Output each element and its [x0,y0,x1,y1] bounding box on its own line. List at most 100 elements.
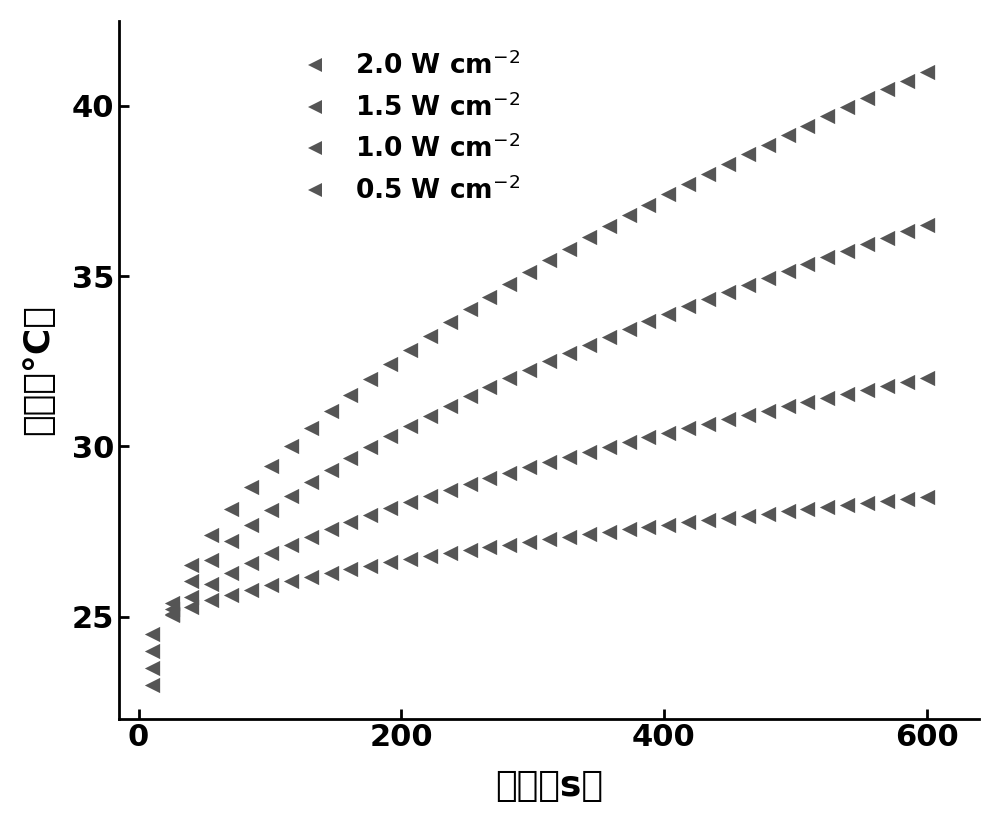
Point [839,101,855,114]
Point [680,177,696,190]
Point [501,538,517,551]
Point [283,574,299,588]
Point [203,578,219,591]
Point [859,237,875,250]
Point [303,570,319,583]
Point [144,627,160,640]
Point [680,299,696,312]
Point [601,440,617,453]
Point [402,553,418,566]
Point [799,503,815,516]
Point [581,445,597,458]
Point [362,559,378,572]
Point [819,110,835,123]
Point [541,354,557,368]
Point [640,431,656,444]
Point [760,404,776,417]
X-axis label: 时间（s）: 时间（s） [495,769,603,803]
Point [462,302,478,316]
Point [700,513,716,527]
Point [561,346,577,359]
Point [839,244,855,257]
Point [740,509,756,522]
Point [640,199,656,212]
Point [839,499,855,512]
Point [899,376,915,389]
Point [442,546,458,559]
Point [660,307,676,320]
Point [422,409,438,422]
Point [720,285,736,298]
Point [899,493,915,506]
Point [382,555,398,569]
Point [879,82,895,96]
Point [899,74,915,87]
Point [144,644,160,658]
Point [323,463,339,476]
Point [481,541,497,554]
Point [720,157,736,171]
Point [203,528,219,541]
Point [164,609,180,622]
Point [660,188,676,201]
Point [323,566,339,579]
Point [919,372,935,385]
Point [561,242,577,255]
Point [740,408,756,421]
Point [919,65,935,78]
Point [402,343,418,356]
Point [601,330,617,344]
Point [382,429,398,442]
Point [799,119,815,133]
Point [561,530,577,543]
Point [640,520,656,533]
Point [203,594,219,607]
Point [263,546,279,559]
Point [640,315,656,328]
Point [680,422,696,435]
Point [223,588,239,602]
Point [342,388,358,401]
Point [243,583,259,596]
Point [183,559,199,572]
Point [501,466,517,480]
Point [223,566,239,579]
Point [422,330,438,343]
Point [700,167,716,180]
Point [720,413,736,426]
Point [164,607,180,620]
Point [879,231,895,244]
Point [283,538,299,551]
Point [919,491,935,504]
Point [303,475,319,489]
Point [144,678,160,691]
Point [780,129,796,142]
Point [541,456,557,469]
Point [164,597,180,610]
Point [342,515,358,528]
Point [601,220,617,233]
Point [760,138,776,151]
Point [839,387,855,400]
Point [521,461,537,474]
Point [859,497,875,510]
Point [521,265,537,279]
Point [879,494,895,508]
Point [501,278,517,291]
Point [541,254,557,267]
Point [720,511,736,524]
Point [243,518,259,531]
Y-axis label: 温度（°C）: 温度（°C） [21,304,55,435]
Point [899,225,915,238]
Point [740,278,756,291]
Point [223,535,239,548]
Point [402,419,418,433]
Point [442,316,458,329]
Point [382,502,398,515]
Point [700,293,716,306]
Point [323,405,339,418]
Point [203,553,219,566]
Point [183,591,199,604]
Point [541,532,557,545]
Point [819,391,835,405]
